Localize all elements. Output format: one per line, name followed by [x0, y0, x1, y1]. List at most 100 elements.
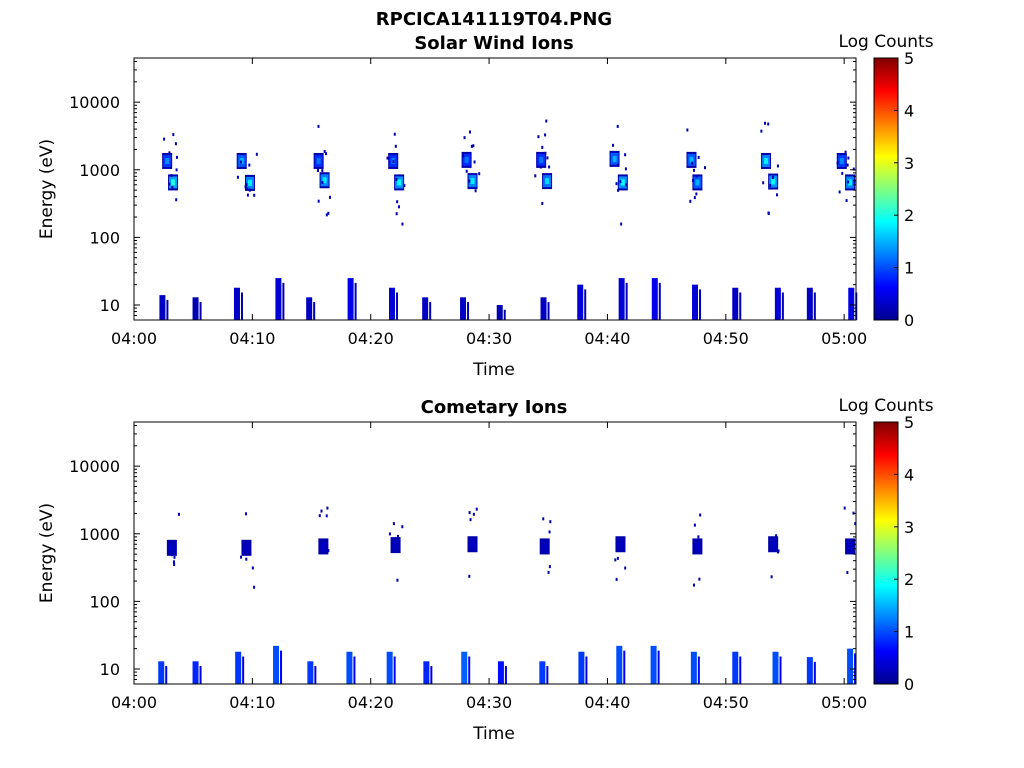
count-speckle [776, 164, 779, 168]
peak-band-core [244, 544, 249, 551]
low-energy-column [774, 287, 781, 320]
count-speckle [248, 188, 251, 192]
count-speckle [251, 566, 254, 570]
low-energy-column-edge [166, 299, 169, 320]
count-speckle [386, 156, 389, 160]
low-energy-column [307, 661, 314, 684]
peak-band-core [764, 157, 769, 164]
count-speckle [475, 507, 478, 511]
low-energy-column [806, 287, 813, 320]
axes-cometary: 04:00 04:10 04:20 04:30 04:40 04:50 05:00 10 100… [69, 422, 867, 712]
count-speckle [534, 174, 537, 178]
colorbar-label-solar-wind: Log Counts [838, 32, 933, 52]
low-energy-column-edge [658, 282, 661, 320]
count-speckle [760, 129, 763, 133]
count-speckle [468, 574, 471, 578]
peak-band-core [321, 543, 326, 550]
count-speckle [695, 174, 698, 178]
low-energy-column [460, 297, 467, 320]
colorbar-cometary [873, 421, 899, 685]
low-energy-column [848, 287, 855, 320]
count-speckle [325, 152, 328, 156]
low-energy-column-edge [240, 292, 243, 320]
count-speckle [393, 132, 396, 136]
count-speckle [547, 570, 550, 574]
count-speckle [541, 201, 544, 205]
low-energy-column-edge [396, 292, 399, 320]
low-energy-column-edge [282, 282, 285, 320]
low-energy-column-edge [657, 650, 660, 684]
colorbar-tick-label: 3 [904, 518, 914, 537]
count-speckle [546, 156, 549, 160]
count-speckle [395, 212, 398, 216]
count-speckle [462, 154, 465, 158]
count-speckle [614, 558, 617, 562]
count-speckle [767, 122, 770, 126]
count-speckle [770, 575, 773, 579]
peak-band-core [695, 543, 700, 550]
low-energy-column [275, 278, 282, 320]
count-speckle [239, 160, 242, 164]
x-tick-label: 04:00 [111, 329, 157, 348]
x-tick-label: 04:40 [584, 693, 630, 712]
count-speckle [472, 512, 475, 516]
low-energy-column [847, 648, 854, 684]
low-energy-column [158, 661, 165, 684]
peak-band-core [771, 178, 776, 185]
count-speckle [854, 522, 857, 526]
peak-band-core [316, 157, 321, 164]
count-speckle [774, 540, 777, 544]
peak-band-core [771, 541, 776, 548]
count-speckle [624, 167, 627, 171]
x-tick-label: 04:20 [348, 693, 394, 712]
count-speckle [469, 130, 472, 134]
x-tick-label: 04:10 [229, 693, 275, 712]
spectrogram-solar-wind [159, 119, 858, 320]
count-speckle [703, 166, 706, 170]
x-tick-label: 04:50 [703, 329, 749, 348]
count-speckle [168, 151, 171, 155]
count-speckle [240, 555, 243, 559]
colorbar-solar-wind [873, 57, 899, 321]
count-speckle [693, 168, 696, 172]
peak-band-core [470, 178, 475, 185]
peak-band-core [539, 156, 544, 163]
count-speckle [769, 183, 772, 187]
count-speckle [472, 144, 475, 148]
low-energy-column [346, 651, 353, 684]
low-energy-column [690, 651, 697, 684]
count-speckle [401, 222, 404, 226]
count-speckle [697, 155, 700, 159]
count-speckle [163, 137, 166, 141]
low-energy-column-edge [547, 302, 550, 320]
count-speckle [845, 199, 848, 203]
count-speckle [170, 174, 173, 178]
low-energy-column-edge [467, 302, 470, 320]
plot-frame-solar-wind [133, 57, 857, 321]
count-speckle [177, 512, 180, 516]
count-speckle [173, 562, 176, 566]
x-tick-label: 05:00 [821, 329, 867, 348]
low-energy-column-edge [468, 656, 471, 684]
x-tick-label: 05:00 [821, 693, 867, 712]
low-energy-column [732, 287, 739, 320]
count-speckle [465, 169, 468, 173]
ylabel-solar-wind: Energy (eV) [37, 139, 57, 239]
count-speckle [246, 193, 249, 197]
panel-solar-wind: Solar Wind Ions 04:00 04:10 04:20 04:30 04:4… [37, 32, 934, 380]
low-energy-column-edge [625, 282, 628, 320]
count-speckle [686, 128, 689, 132]
count-speckle [244, 185, 247, 189]
count-speckle [245, 183, 248, 187]
count-speckle [392, 160, 395, 164]
count-speckle [396, 578, 399, 582]
colorbar-tick-label: 1 [904, 259, 914, 278]
colorbar-ticks-cometary: 0 1 2 3 4 5 [894, 413, 914, 694]
count-speckle [625, 183, 628, 187]
count-speckle [174, 142, 177, 146]
axes-solar-wind: 04:00 04:10 04:20 04:30 04:40 04:50 05:00 10 100… [69, 58, 867, 348]
count-speckle [325, 514, 328, 518]
count-speckle [549, 520, 552, 524]
count-speckle [474, 189, 477, 193]
peak-band-core [689, 156, 694, 163]
